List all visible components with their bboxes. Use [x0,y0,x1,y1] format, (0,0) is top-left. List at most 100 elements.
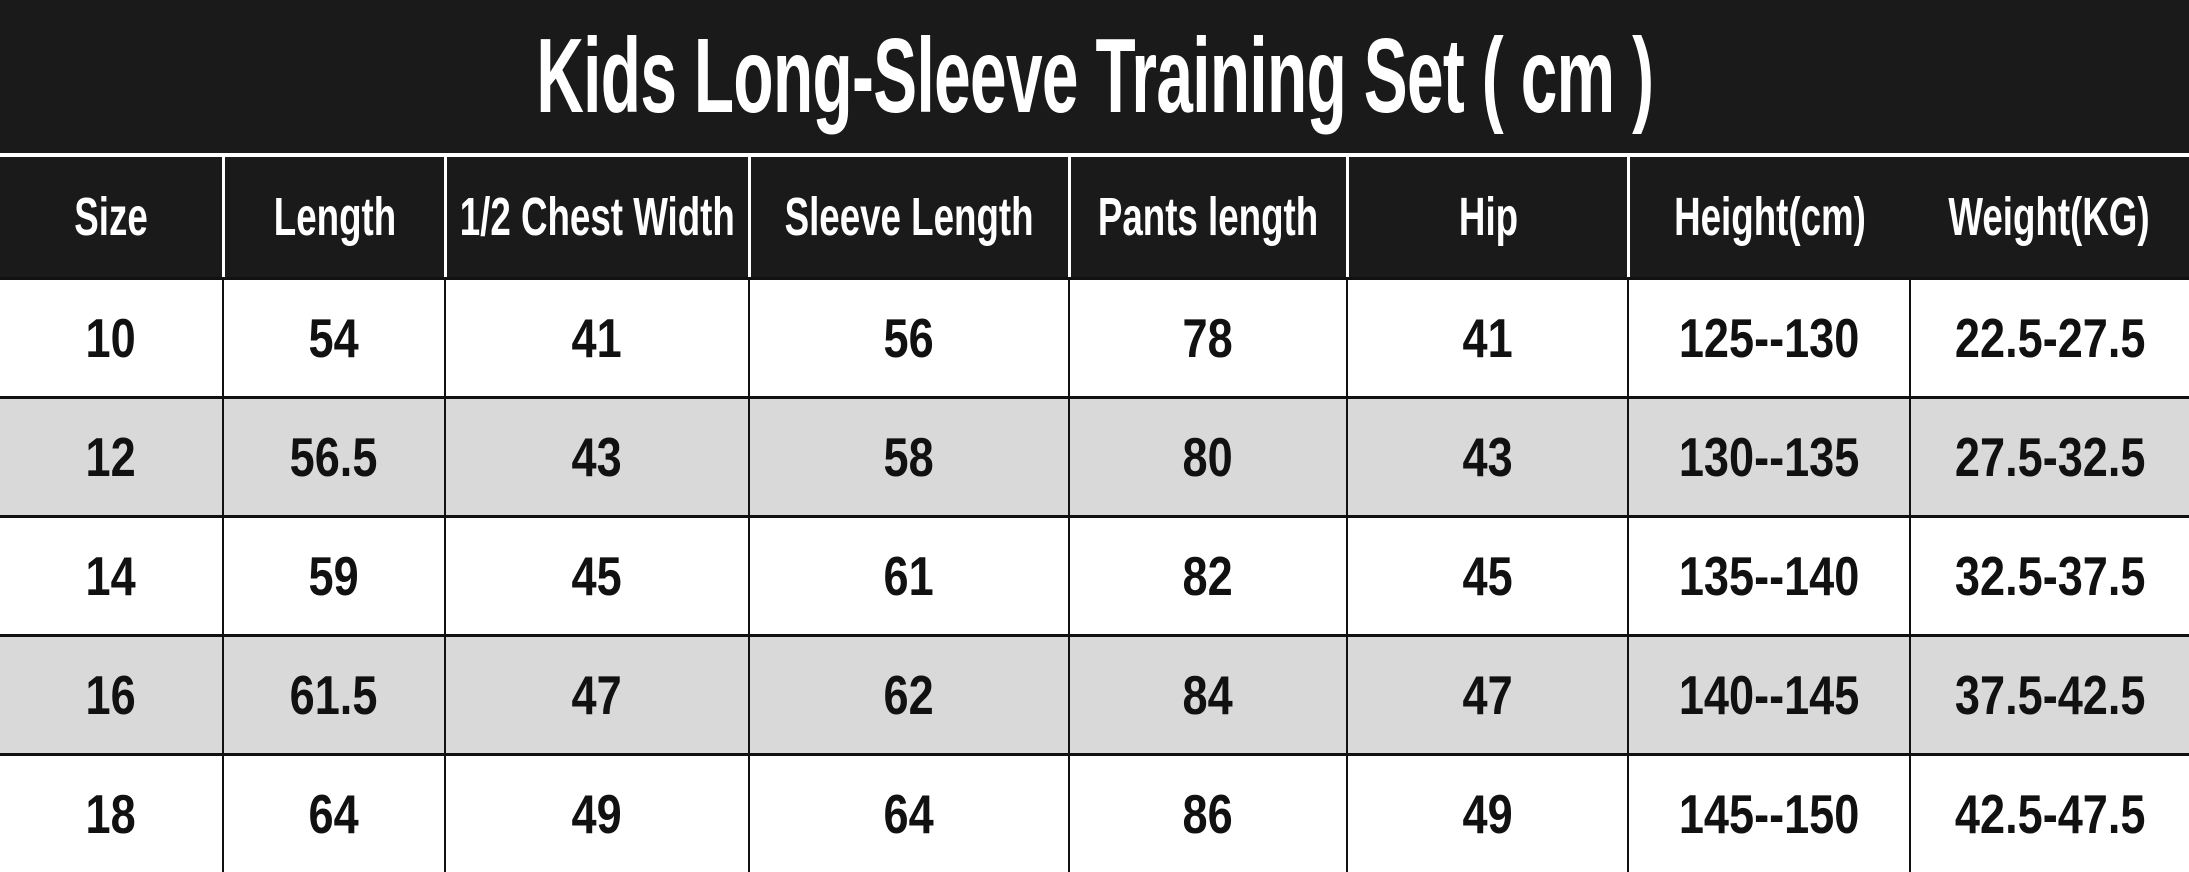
cell-chest-width: 43 [444,396,748,515]
cell-height: 130--135 [1627,396,1909,515]
cell-hip: 47 [1346,634,1627,753]
cell-text: 37.5-42.5 [1954,664,2146,726]
cell-text: 47 [1462,664,1513,726]
cell-pants-length: 86 [1068,753,1346,872]
col-header-hip: Hip [1346,157,1627,277]
col-header-weight-label: Weight(KG) [1948,187,2150,247]
size-table: Size Length 1/2 Chest Width Sleeve Lengt… [0,157,2189,872]
cell-size: 12 [0,396,222,515]
cell-chest-width: 41 [444,277,748,396]
cell-text: 58 [883,426,935,488]
cell-length: 64 [222,753,444,872]
cell-pants-length: 84 [1068,634,1346,753]
cell-text: 16 [85,664,137,726]
col-header-sleeve-length-label: Sleeve Length [785,187,1034,247]
cell-text: 59 [308,545,360,607]
cell-text: 10 [85,307,137,369]
cell-text: 78 [1182,307,1234,369]
cell-length: 61.5 [222,634,444,753]
cell-sleeve-length: 58 [748,396,1068,515]
cell-chest-width: 49 [444,753,748,872]
col-header-length-label: Length [273,187,396,247]
cell-chest-width: 47 [444,634,748,753]
cell-text: 43 [1462,426,1513,488]
chart-title-bar: Kids Long-Sleeve Training Set ( cm ) [0,0,2189,157]
cell-text: 43 [571,426,623,488]
cell-text: 56.5 [290,426,378,488]
col-header-hip-label: Hip [1458,187,1518,247]
col-header-weight: Weight(KG) [1909,157,2189,277]
cell-hip: 43 [1346,396,1627,515]
cell-hip: 45 [1346,515,1627,634]
cell-sleeve-length: 64 [748,753,1068,872]
cell-text: 54 [308,307,360,369]
cell-text: 27.5-32.5 [1954,426,2146,488]
cell-height: 125--130 [1627,277,1909,396]
chart-title: Kids Long-Sleeve Training Set ( cm ) [535,17,1654,135]
cell-text: 22.5-27.5 [1954,307,2146,369]
cell-length: 54 [222,277,444,396]
col-header-sleeve-length: Sleeve Length [748,157,1068,277]
col-header-length: Length [222,157,444,277]
cell-text: 64 [308,783,360,845]
cell-sleeve-length: 61 [748,515,1068,634]
cell-text: 135--140 [1678,545,1860,607]
cell-height: 140--145 [1627,634,1909,753]
cell-text: 41 [571,307,623,369]
col-header-pants-length: Pants length [1068,157,1346,277]
cell-text: 125--130 [1678,307,1860,369]
col-header-height: Height(cm) [1627,157,1909,277]
cell-hip: 49 [1346,753,1627,872]
col-header-size-label: Size [74,187,148,247]
cell-text: 45 [1462,545,1513,607]
cell-text: 14 [85,545,137,607]
cell-text: 86 [1182,783,1234,845]
cell-text: 82 [1182,545,1234,607]
cell-weight: 27.5-32.5 [1909,396,2189,515]
cell-length: 59 [222,515,444,634]
cell-pants-length: 78 [1068,277,1346,396]
cell-weight: 37.5-42.5 [1909,634,2189,753]
cell-text: 12 [85,426,137,488]
cell-text: 130--135 [1678,426,1860,488]
cell-text: 61 [883,545,935,607]
cell-text: 140--145 [1678,664,1860,726]
cell-text: 49 [1462,783,1513,845]
cell-text: 62 [883,664,935,726]
cell-text: 42.5-47.5 [1954,783,2146,845]
cell-pants-length: 80 [1068,396,1346,515]
cell-weight: 42.5-47.5 [1909,753,2189,872]
cell-text: 56 [883,307,935,369]
col-header-size: Size [0,157,222,277]
cell-hip: 41 [1346,277,1627,396]
cell-sleeve-length: 56 [748,277,1068,396]
cell-weight: 32.5-37.5 [1909,515,2189,634]
cell-length: 56.5 [222,396,444,515]
cell-size: 10 [0,277,222,396]
col-header-chest-width: 1/2 Chest Width [444,157,748,277]
cell-text: 145--150 [1678,783,1860,845]
cell-text: 18 [85,783,137,845]
cell-text: 61.5 [290,664,378,726]
cell-text: 49 [571,783,623,845]
cell-text: 64 [883,783,935,845]
cell-text: 47 [571,664,623,726]
cell-chest-width: 45 [444,515,748,634]
cell-size: 18 [0,753,222,872]
cell-height: 145--150 [1627,753,1909,872]
col-header-height-label: Height(cm) [1673,187,1866,247]
cell-size: 16 [0,634,222,753]
cell-weight: 22.5-27.5 [1909,277,2189,396]
cell-pants-length: 82 [1068,515,1346,634]
cell-text: 45 [571,545,623,607]
cell-sleeve-length: 62 [748,634,1068,753]
cell-size: 14 [0,515,222,634]
cell-text: 84 [1182,664,1234,726]
col-header-pants-length-label: Pants length [1098,187,1319,247]
cell-text: 41 [1462,307,1513,369]
cell-text: 32.5-37.5 [1954,545,2146,607]
col-header-chest-width-label: 1/2 Chest Width [459,187,736,247]
cell-height: 135--140 [1627,515,1909,634]
cell-text: 80 [1182,426,1234,488]
